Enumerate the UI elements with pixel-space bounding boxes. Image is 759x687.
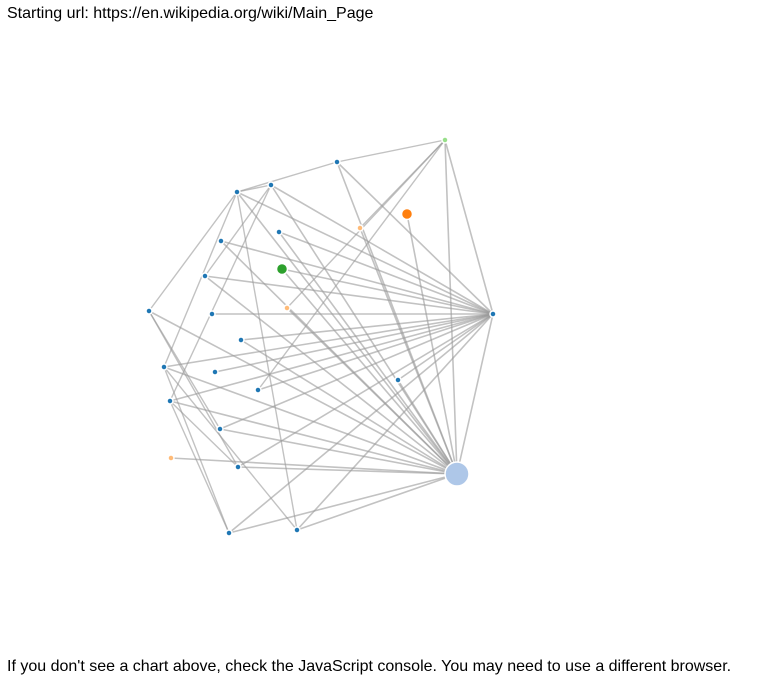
graph-link — [406, 213, 458, 475]
graph-node-n-212-314[interactable] — [208, 310, 216, 318]
graph-link — [336, 139, 446, 163]
graph-container — [0, 0, 759, 640]
graph-link — [169, 313, 494, 402]
links-layer — [148, 139, 494, 534]
graph-link — [163, 191, 238, 368]
graph-node-n-164-367[interactable] — [160, 363, 168, 371]
graph-link — [359, 227, 458, 475]
graph-node-orange[interactable] — [400, 207, 414, 221]
graph-link — [444, 139, 494, 315]
graph-node-n-279-232[interactable] — [275, 228, 283, 236]
graph-link — [281, 268, 458, 475]
graph-node-n-ul-2[interactable] — [267, 181, 275, 189]
graph-node-light-orange-top[interactable] — [356, 224, 364, 232]
graph-node-n-297-530[interactable] — [293, 526, 301, 534]
graph-link — [163, 366, 458, 475]
graph-node-n-left-149[interactable] — [145, 307, 153, 315]
graph-link — [169, 400, 230, 534]
graph-link — [237, 466, 458, 475]
graph-link — [169, 400, 239, 468]
graph-link — [163, 313, 494, 368]
starting-url-text: Starting url: https://en.wikipedia.org/w… — [7, 5, 374, 22]
graph-link — [236, 191, 298, 531]
graph-node-n-215-372[interactable] — [211, 368, 219, 376]
graph-node-top-light-green[interactable] — [441, 136, 449, 144]
graph-node-n-221-241[interactable] — [217, 237, 225, 245]
graph-node-hub-right[interactable] — [489, 310, 497, 318]
graph-node-n-258-390[interactable] — [254, 386, 262, 394]
force-graph[interactable] — [0, 0, 759, 640]
graph-node-n-241-340[interactable] — [237, 336, 245, 344]
graph-node-light-orange-left[interactable] — [167, 454, 175, 462]
graph-link — [270, 184, 494, 315]
graph-link — [148, 310, 458, 475]
graph-link — [236, 191, 458, 475]
graph-link — [204, 275, 458, 475]
graph-link — [220, 240, 494, 315]
nodes-layer — [145, 136, 497, 537]
graph-link — [278, 231, 458, 475]
graph-link — [148, 191, 238, 312]
graph-link — [169, 184, 272, 402]
graph-link — [444, 139, 458, 475]
graph-link — [278, 231, 494, 315]
graph-link — [286, 307, 458, 475]
browser-warning-note: If you don't see a chart above, check th… — [7, 658, 732, 675]
graph-node-n-238-467[interactable] — [234, 463, 242, 471]
graph-link — [163, 366, 298, 531]
graph-link — [237, 313, 494, 468]
graph-node-green[interactable] — [275, 262, 289, 276]
graph-node-n-ul-1[interactable] — [233, 188, 241, 196]
graph-link — [148, 310, 221, 430]
graph-link — [236, 184, 272, 193]
graph-link — [286, 139, 446, 309]
graph-link — [219, 313, 494, 430]
graph-link — [219, 428, 458, 475]
graph-link — [336, 161, 494, 315]
graph-link — [257, 313, 494, 391]
graph-node-n-398-380[interactable] — [394, 376, 402, 384]
graph-link — [397, 313, 494, 381]
graph-node-n-205-276[interactable] — [201, 272, 209, 280]
graph-link — [163, 366, 230, 534]
graph-node-hub-bottom[interactable] — [444, 461, 470, 487]
graph-link — [236, 161, 338, 193]
graph-link — [296, 313, 494, 531]
graph-link — [456, 313, 494, 475]
graph-node-n-220-429[interactable] — [216, 425, 224, 433]
graph-link — [204, 184, 272, 277]
graph-node-light-orange-mid[interactable] — [283, 304, 291, 312]
graph-link — [170, 457, 458, 475]
graph-node-top-blue[interactable] — [333, 158, 341, 166]
graph-link — [228, 473, 458, 534]
graph-node-n-170-401[interactable] — [166, 397, 174, 405]
graph-link — [257, 139, 446, 391]
graph-link — [397, 379, 458, 475]
graph-node-n-229-533[interactable] — [225, 529, 233, 537]
graph-link — [240, 339, 458, 475]
graph-link — [169, 400, 458, 475]
graph-link — [296, 473, 458, 531]
